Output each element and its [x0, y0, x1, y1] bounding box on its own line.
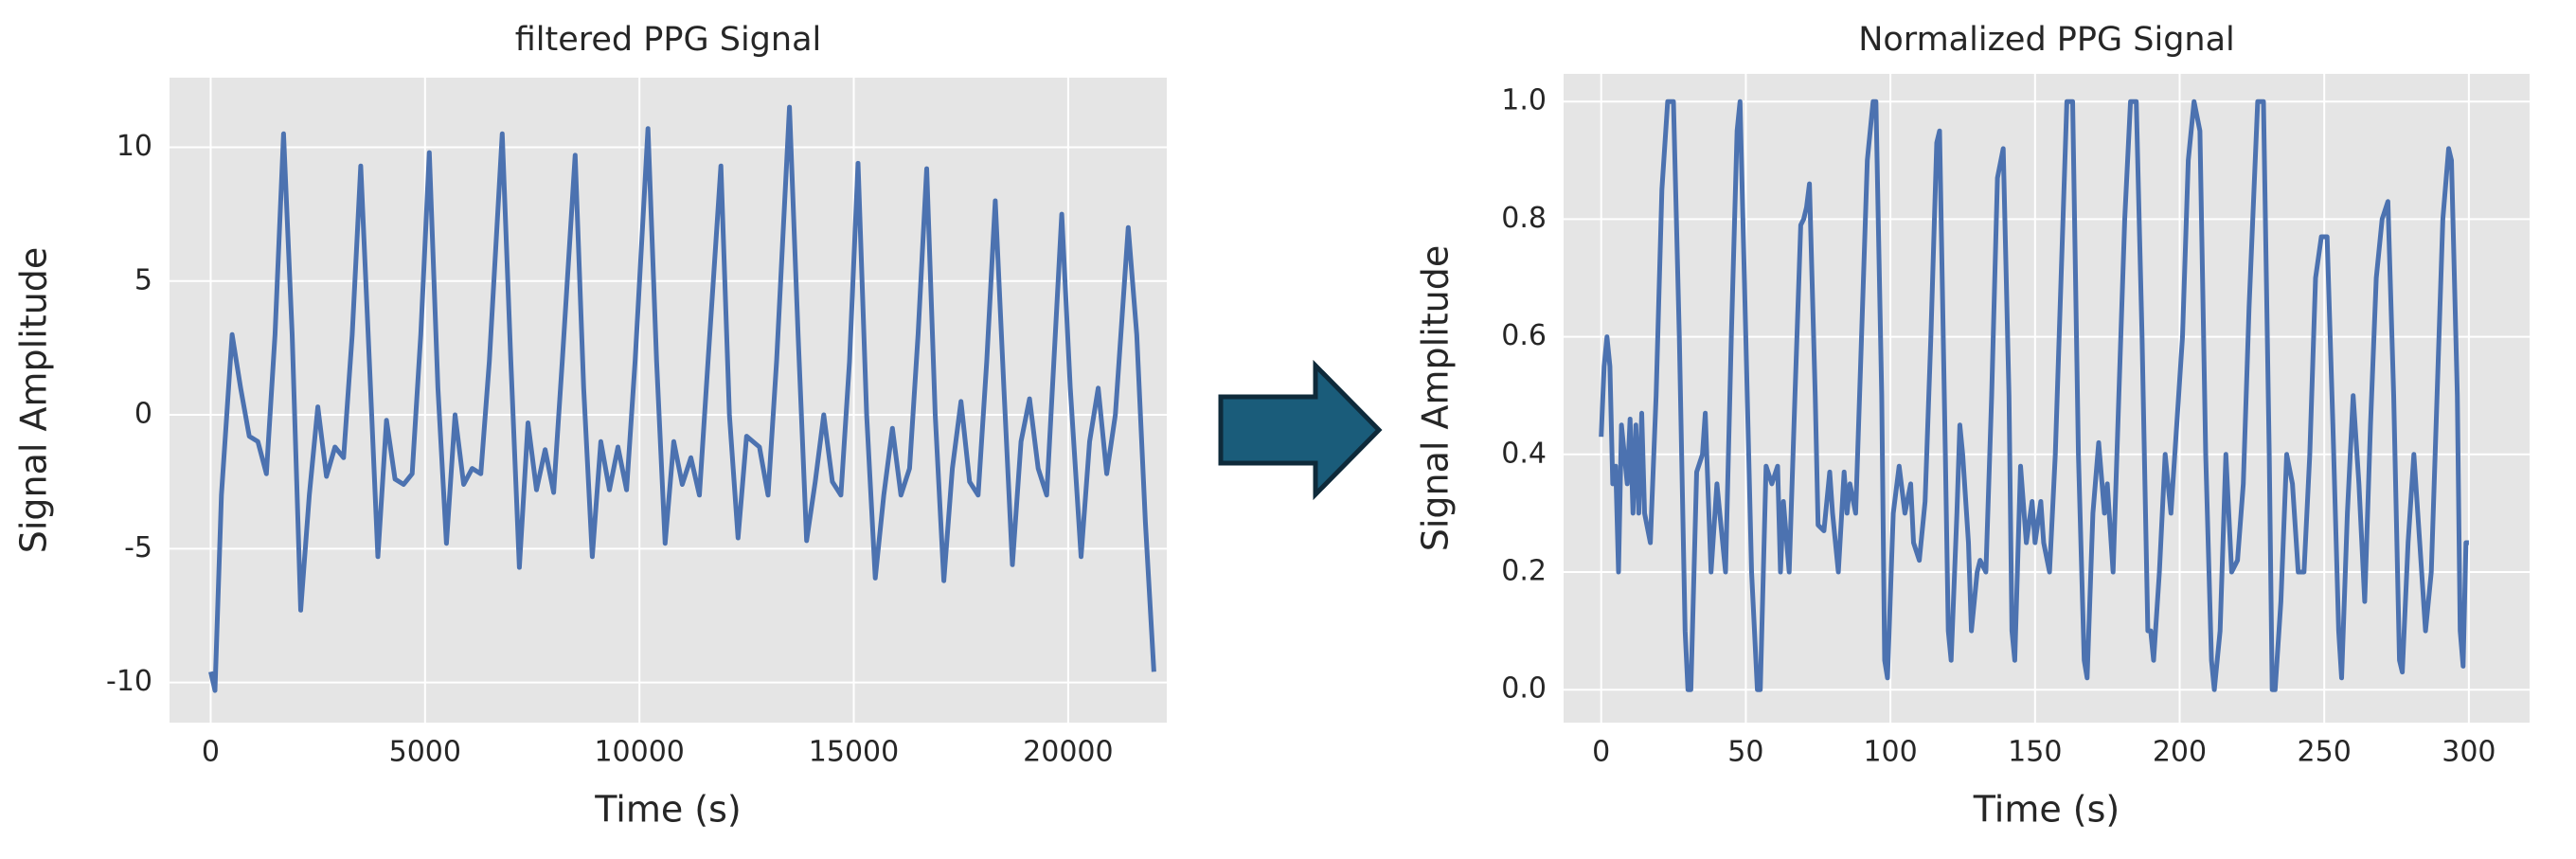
- y-tick-label: 0: [134, 398, 152, 431]
- x-axis-label: Time (s): [594, 789, 742, 831]
- x-tick-label: 100: [1863, 736, 1917, 769]
- plot-area: [170, 78, 1167, 723]
- y-tick-label: 0.2: [1501, 555, 1547, 588]
- y-axis-label: Signal Amplitude: [13, 247, 55, 554]
- x-tick-label: 0: [202, 736, 220, 769]
- x-tick-label: 200: [2153, 736, 2207, 769]
- y-axis-label: Signal Amplitude: [1415, 245, 1457, 552]
- y-tick-label: 0.6: [1501, 319, 1547, 352]
- y-tick-label: 0.4: [1501, 437, 1547, 470]
- y-tick-label: 1.0: [1501, 84, 1547, 117]
- y-tick-label: -5: [124, 531, 152, 564]
- signal-line: [1599, 98, 2469, 692]
- y-tick-label: 0.0: [1501, 672, 1547, 706]
- x-tick-label: 50: [1727, 736, 1763, 769]
- signal-line: [208, 104, 1156, 693]
- y-tick-label: 0.8: [1501, 202, 1547, 235]
- chart-title: Normalized PPG Signal: [1858, 21, 2235, 59]
- y-tick-label: 5: [134, 263, 152, 296]
- x-tick-label: 300: [2442, 736, 2496, 769]
- x-tick-label: 20000: [1023, 736, 1113, 769]
- y-tick-label: 10: [116, 130, 152, 163]
- x-tick-label: 15000: [809, 736, 899, 769]
- x-tick-label: 10000: [594, 736, 684, 769]
- arrow-shape: [1218, 359, 1383, 501]
- arrow: [1218, 359, 1383, 501]
- x-axis-label: Time (s): [1973, 789, 2120, 831]
- plot-area: [1564, 74, 2530, 723]
- x-tick-label: 250: [2298, 736, 2352, 769]
- y-tick-label: -10: [106, 665, 152, 698]
- x-tick-label: 5000: [389, 736, 461, 769]
- x-tick-label: 0: [1592, 736, 1610, 769]
- chart-title: filtered PPG Signal: [515, 21, 822, 59]
- x-tick-label: 150: [2008, 736, 2062, 769]
